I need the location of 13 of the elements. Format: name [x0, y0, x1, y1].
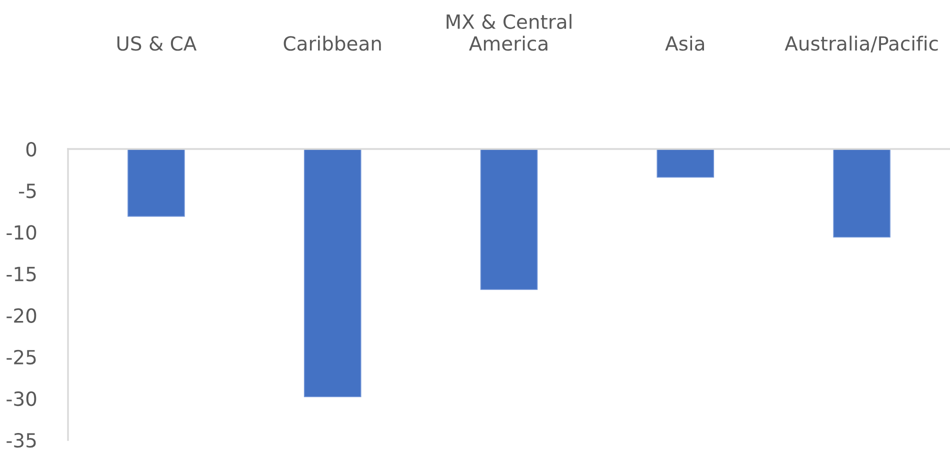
x-tick-label: US & CA [117, 36, 197, 51]
x-tick-label: MX & Central America [446, 14, 572, 51]
y-tick-label: -15 [6, 266, 36, 282]
x-tick-label: Australia/Pacific [784, 36, 938, 52]
y-tick-label: 0 [26, 142, 36, 157]
y-tick-label: -25 [6, 350, 36, 365]
x-tick-label: Asia [665, 36, 704, 51]
x-tick-label: Caribbean [284, 36, 381, 51]
y-tick-label: -30 [6, 391, 36, 406]
y-tick-label: -35 [6, 432, 36, 448]
y-tick-label: -10 [6, 225, 36, 240]
y-tick-label: -20 [6, 308, 36, 323]
y-tick-label: -5 [19, 184, 36, 198]
